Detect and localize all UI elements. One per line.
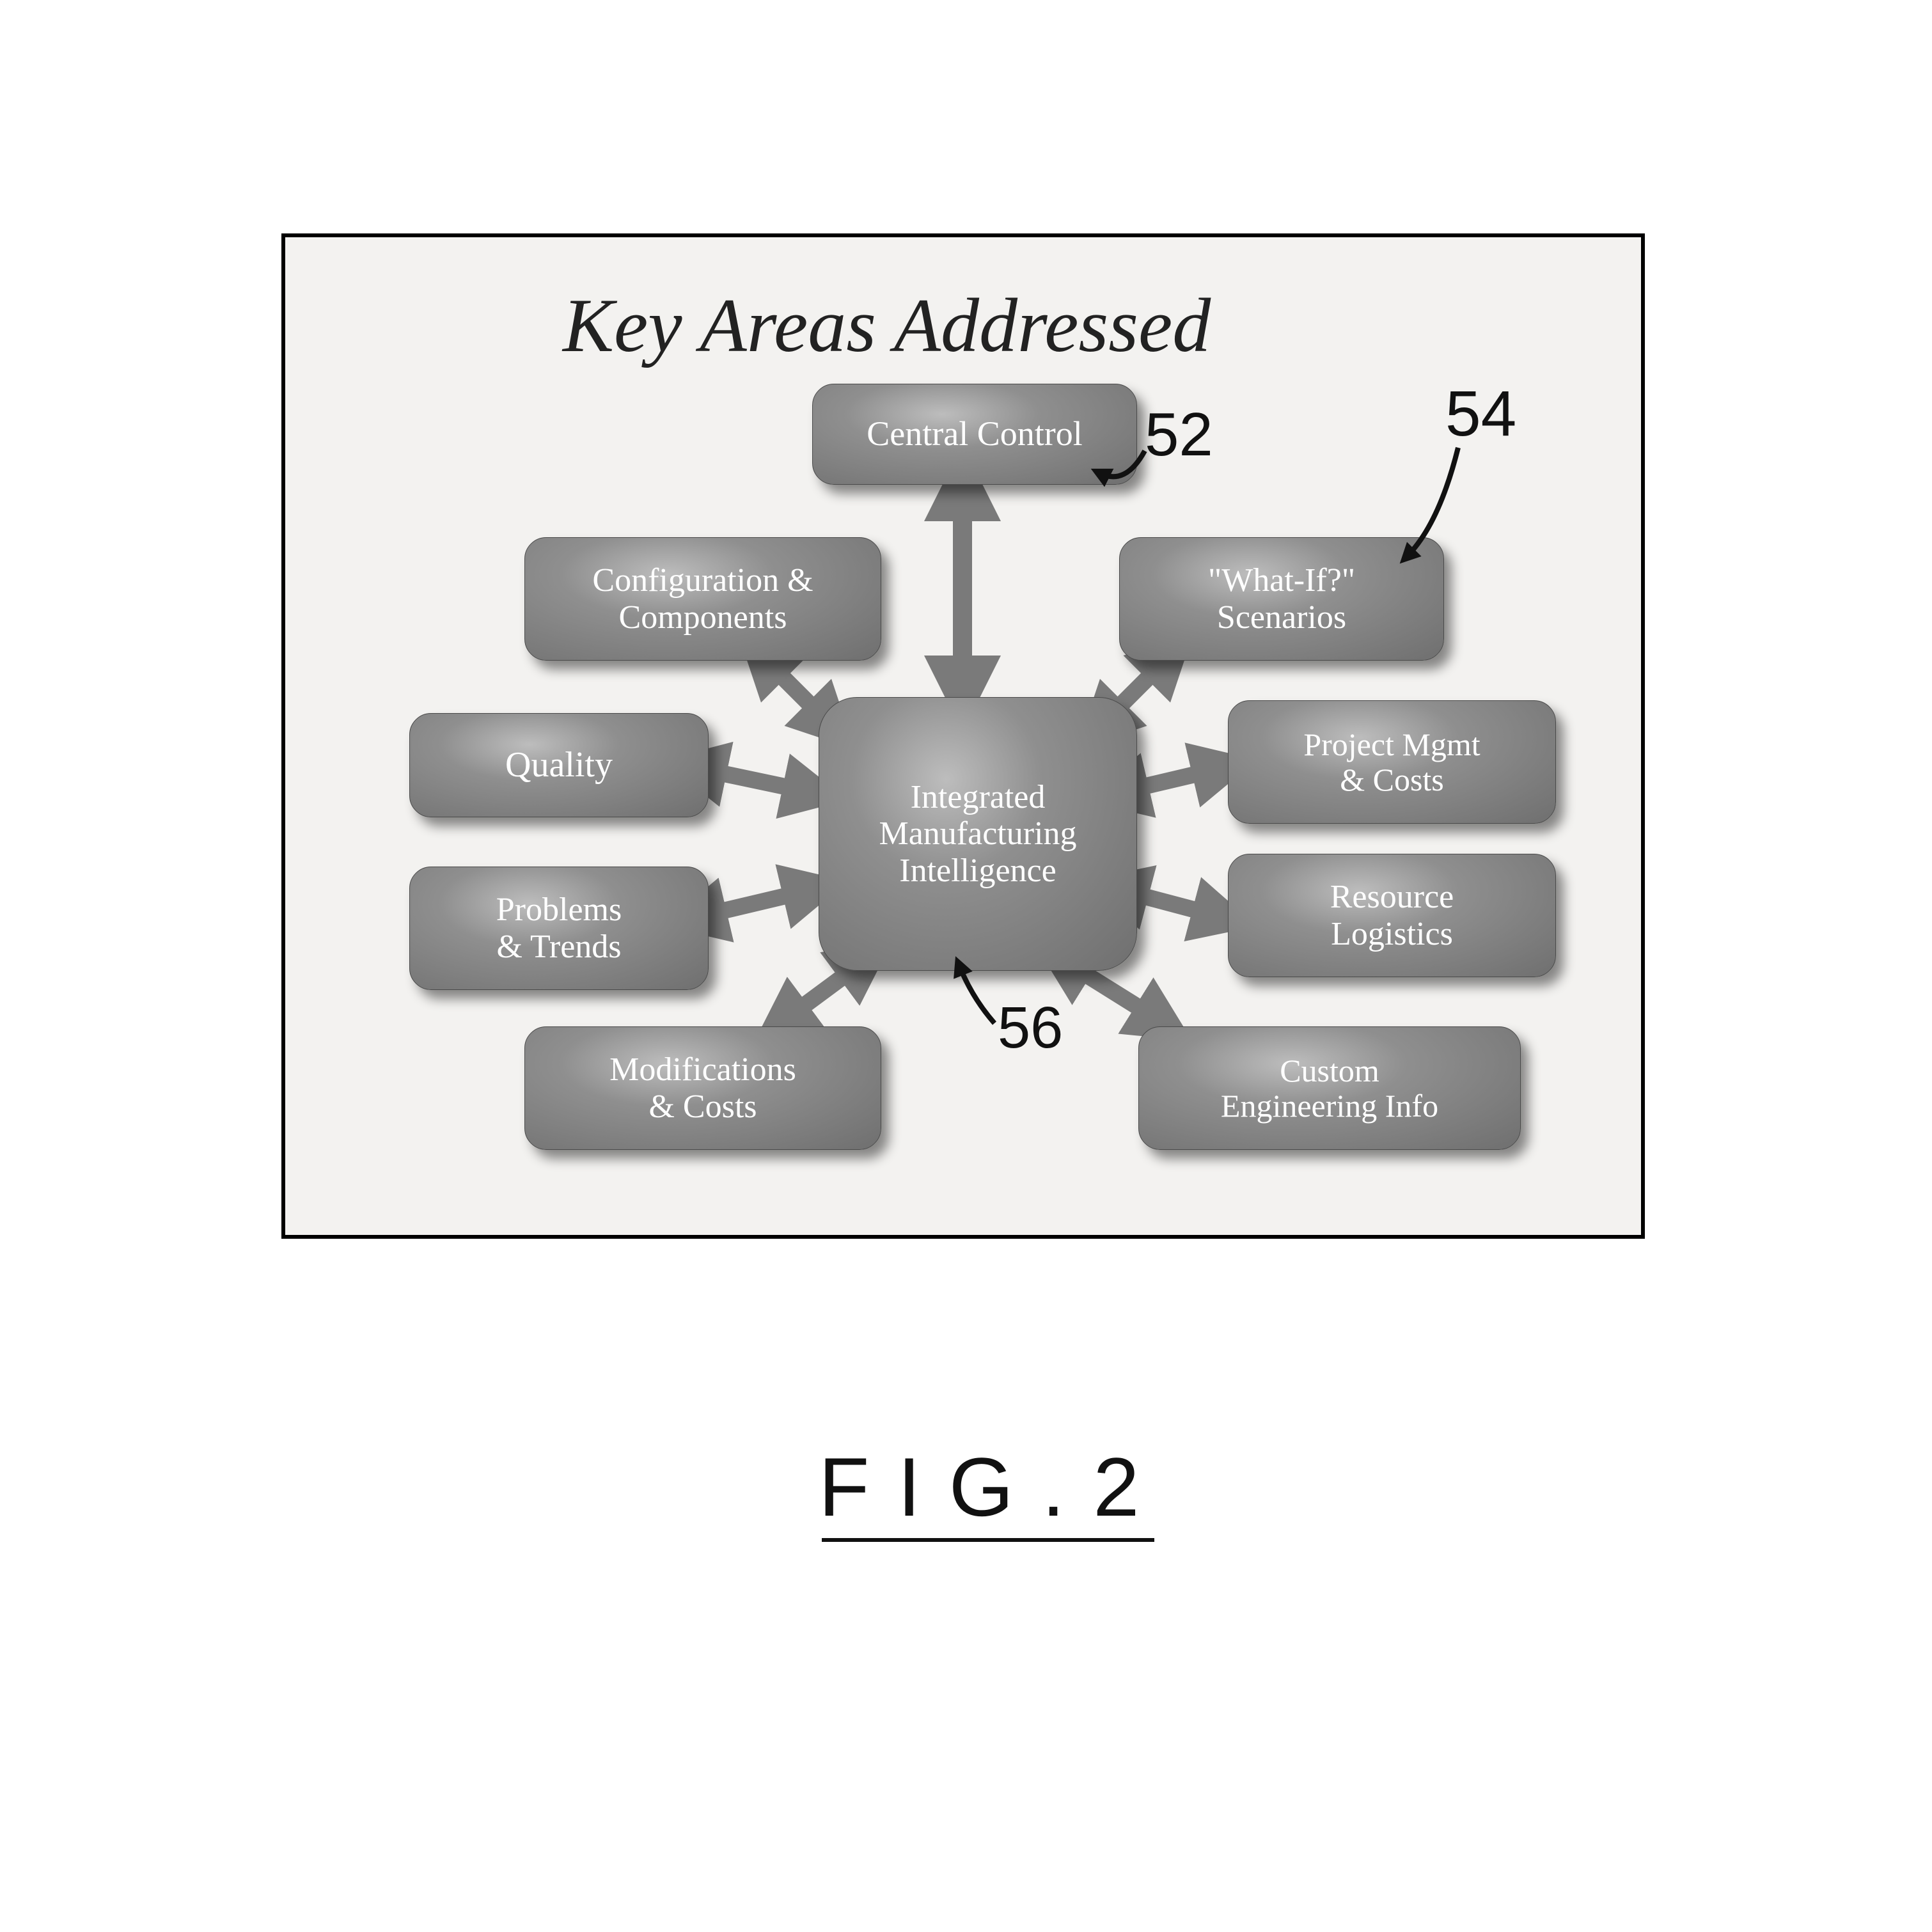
refnum-54: 54 — [1445, 377, 1516, 451]
callout-leaders — [0, 0, 1932, 1932]
refnum-56: 56 — [998, 994, 1063, 1062]
figure-label-underline — [822, 1538, 1154, 1542]
figure-label: F I G . 2 — [819, 1439, 1142, 1535]
refnum-52: 52 — [1145, 400, 1213, 470]
page: Key Areas Addressed Integrated Manufactu… — [0, 0, 1932, 1932]
